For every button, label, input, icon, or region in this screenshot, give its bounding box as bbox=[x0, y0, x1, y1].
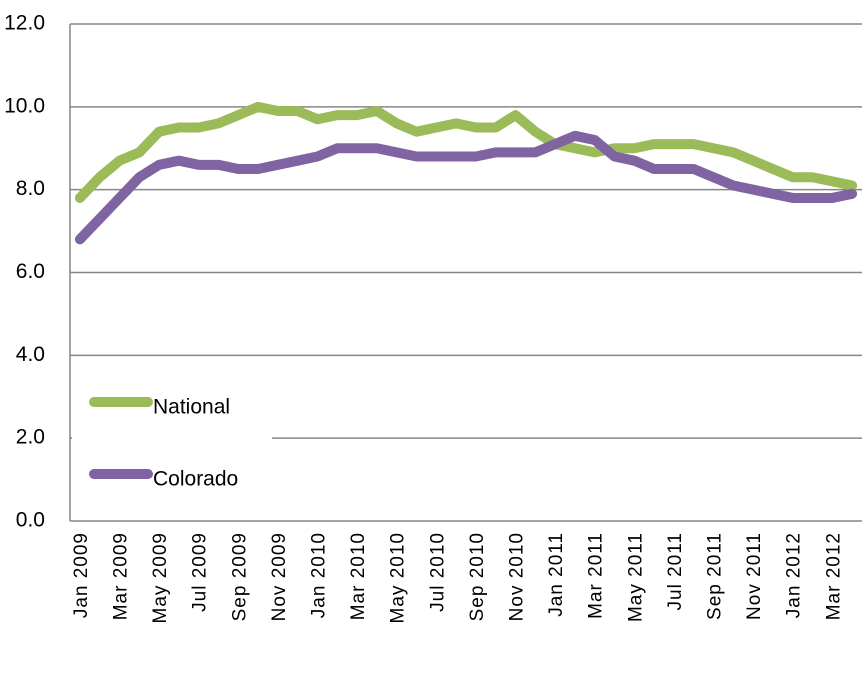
x-tick-label: Mar 2009 bbox=[111, 532, 132, 620]
y-tick-label: 8.0 bbox=[16, 177, 45, 200]
x-tick-label: May 2011 bbox=[625, 532, 646, 622]
y-tick-label: 0.0 bbox=[16, 509, 45, 532]
x-tick-label: Jan 2011 bbox=[546, 532, 567, 617]
line-series bbox=[74, 130, 858, 245]
x-tick-label: Sep 2011 bbox=[705, 532, 726, 620]
x-tick-label: Jan 2009 bbox=[71, 532, 92, 618]
x-tick-label: Mar 2012 bbox=[823, 532, 844, 620]
x-tick-label: Jul 2009 bbox=[190, 532, 211, 612]
y-tick-label: 2.0 bbox=[16, 426, 45, 449]
x-tick-label: Jul 2011 bbox=[665, 532, 686, 610]
y-tick-label: 10.0 bbox=[4, 94, 45, 117]
x-tick-label: Nov 2011 bbox=[744, 532, 765, 620]
x-tick-label: Jul 2010 bbox=[427, 532, 448, 612]
x-tick-label: May 2010 bbox=[388, 532, 409, 623]
x-tick-label: Nov 2009 bbox=[269, 532, 290, 621]
x-tick-label: Sep 2009 bbox=[229, 532, 250, 621]
x-tick-label: Nov 2010 bbox=[507, 532, 528, 621]
x-tick-label: Sep 2010 bbox=[467, 532, 488, 621]
x-tick-label: Jan 2012 bbox=[784, 532, 805, 618]
y-tick-label: 6.0 bbox=[16, 260, 45, 283]
x-tick-label: Mar 2011 bbox=[586, 532, 607, 619]
legend-label: Colorado bbox=[153, 468, 238, 491]
x-tick-label: May 2009 bbox=[150, 532, 171, 623]
x-tick-label: Jan 2010 bbox=[309, 532, 330, 618]
legend-label: National bbox=[153, 396, 230, 419]
line-series bbox=[74, 101, 858, 203]
y-tick-label: 12.0 bbox=[4, 12, 45, 35]
y-tick-label: 4.0 bbox=[16, 343, 45, 366]
x-tick-label: Mar 2010 bbox=[348, 532, 369, 620]
